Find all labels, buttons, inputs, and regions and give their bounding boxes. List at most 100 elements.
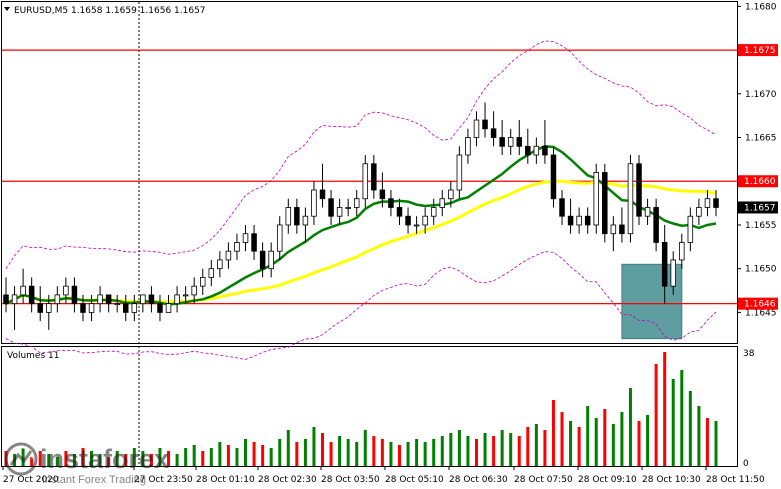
candle-body: [627, 163, 634, 235]
volume-bars: [4, 352, 718, 466]
candle: [644, 198, 651, 225]
volume-bar: [637, 421, 641, 466]
volume-bar: [235, 448, 239, 466]
candle: [319, 163, 326, 208]
candle: [636, 155, 642, 225]
volume-bar: [158, 448, 162, 466]
candle: [208, 259, 215, 287]
candle-body: [430, 207, 437, 217]
candle-body: [217, 259, 223, 270]
candle-body: [345, 207, 351, 209]
candle-body: [328, 198, 334, 217]
candle-body: [353, 198, 360, 208]
volume-bar: [457, 430, 461, 466]
candle: [105, 294, 112, 313]
candle-body: [542, 145, 548, 156]
candle: [225, 242, 232, 269]
candle: [490, 111, 497, 147]
price-tick-label: 1.1670: [745, 90, 777, 100]
candle-body: [105, 294, 112, 305]
symbol-dropdown-icon[interactable]: [4, 7, 10, 11]
candle-body: [516, 137, 523, 147]
candle-body: [413, 224, 420, 227]
candle: [302, 207, 309, 243]
volume-bar: [303, 439, 307, 466]
level-price-label: 1.1660: [744, 177, 776, 187]
volume-bar: [628, 388, 632, 466]
volume-bar: [175, 454, 179, 466]
candle-body: [636, 163, 642, 217]
volume-bar: [149, 454, 153, 466]
candle: [405, 207, 411, 234]
volume-bar: [543, 430, 547, 466]
candle-body: [576, 215, 582, 226]
candle: [687, 207, 694, 252]
candle-body: [131, 303, 138, 313]
candle: [123, 294, 129, 322]
candle: [88, 294, 95, 322]
time-tick-label: 28 Oct 01:10: [196, 475, 255, 485]
envelope-lower: [5, 251, 717, 360]
instaforex-watermark: instaforex Instant Forex Trading: [4, 442, 169, 486]
volume-bar: [226, 445, 230, 466]
candle: [199, 268, 206, 295]
candle-body: [199, 277, 206, 287]
candle-body: [242, 233, 249, 243]
watermark-brand: instaforex: [40, 444, 169, 474]
candle: [413, 216, 420, 234]
price-tick-label: 1.1680: [745, 2, 777, 12]
time-tick-label: 28 Oct 10:30: [642, 475, 701, 485]
volume-panel-frame: [1, 346, 738, 467]
candle-body: [533, 145, 540, 156]
candle-body: [71, 285, 78, 305]
candle-body: [140, 294, 146, 305]
candle: [713, 189, 719, 217]
candle: [610, 216, 617, 252]
candle: [251, 224, 257, 260]
candle: [499, 120, 505, 156]
candle-body: [559, 198, 565, 217]
volume-bar: [406, 442, 410, 466]
candle: [584, 207, 591, 234]
candle: [276, 216, 283, 260]
candle-body: [507, 137, 514, 147]
candle: [131, 294, 138, 322]
volume-bar: [21, 448, 25, 466]
candle-body: [687, 215, 694, 243]
volume-bar: [611, 424, 615, 466]
volume-bar: [252, 442, 256, 466]
candle-body: [88, 303, 95, 313]
volume-bar: [586, 406, 590, 466]
candle-body: [80, 303, 86, 313]
volume-bar: [551, 400, 555, 466]
candle-body: [46, 303, 52, 313]
volume-bar: [526, 427, 530, 466]
candle-body: [259, 250, 266, 270]
volume-bar: [312, 427, 316, 466]
candle: [362, 155, 369, 208]
candle-body: [550, 154, 557, 200]
candle: [174, 286, 180, 313]
candle-body: [396, 207, 403, 217]
candle-body: [276, 224, 283, 252]
candle: [679, 233, 685, 269]
candle: [696, 198, 702, 225]
candle-body: [388, 198, 394, 208]
volume-bar: [30, 457, 34, 466]
candle: [63, 277, 69, 304]
volume-bar: [81, 448, 85, 466]
watermark-tagline: Instant Forex Trading: [42, 474, 146, 486]
time-axis: 27 Oct 2020 27 Oct 23:50 28 Oct 01:10 28 Oc…: [2, 466, 765, 485]
level-price-tag: [738, 175, 778, 188]
candle-body: [713, 198, 719, 208]
volume-bar: [141, 451, 145, 466]
candle: [439, 189, 446, 217]
candle: [157, 294, 163, 322]
price-tick-label: 1.1665: [745, 134, 777, 144]
candle-body: [670, 259, 676, 287]
volume-bar: [269, 448, 273, 466]
volume-bar: [509, 433, 513, 466]
candle: [602, 163, 608, 243]
candle: [465, 128, 471, 164]
